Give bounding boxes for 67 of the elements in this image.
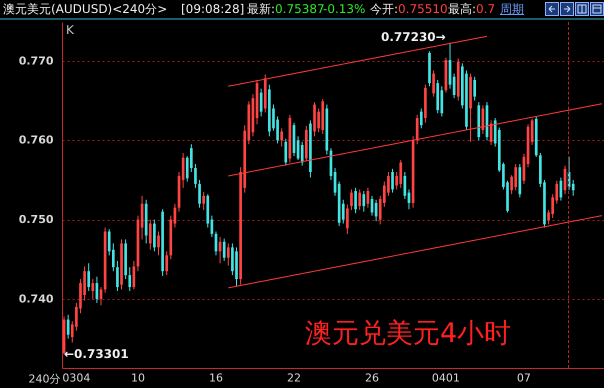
candlestick <box>350 188 353 211</box>
x-axis-title: 240分 <box>28 372 60 386</box>
candlestick <box>87 262 90 292</box>
text: 0.75510 <box>398 2 448 16</box>
candlestick <box>66 314 70 340</box>
candlestick <box>366 187 370 208</box>
candlestick <box>91 278 94 300</box>
text: -0.13% <box>323 2 366 16</box>
candlestick <box>157 231 160 256</box>
candlestick <box>432 70 435 98</box>
annotation: ←0.73301 <box>64 347 129 361</box>
text: 周期 <box>500 2 524 16</box>
candlestick <box>148 219 152 250</box>
candlestick <box>231 242 234 276</box>
x-tick-label: 10 <box>130 372 145 384</box>
candlestick <box>490 120 492 146</box>
candlestick <box>391 168 394 194</box>
annotation: 0.77230→ <box>381 30 446 44</box>
candlestick <box>370 195 374 216</box>
annotation: 澳元兑美元4小时 <box>305 318 512 350</box>
text: 最新: <box>247 2 276 16</box>
y-tick-label: 0.760 <box>18 134 54 147</box>
candlestick <box>128 266 132 292</box>
y-tick-label: 0.770 <box>18 54 54 68</box>
candlestick <box>358 188 362 211</box>
x-tick-label: 0401 <box>432 372 460 384</box>
candlestick <box>100 286 102 306</box>
candlestick <box>222 238 226 262</box>
text: [09:08:28] <box>181 2 244 16</box>
candlestick <box>362 190 366 212</box>
candlestick <box>420 108 423 129</box>
candlestick <box>346 204 349 234</box>
chart-title: 澳元美元(AUDUSD)<240分> <box>3 2 168 16</box>
candlestick <box>440 86 444 117</box>
candlestick <box>514 164 518 191</box>
candlestick <box>226 242 230 266</box>
candlestick <box>214 231 218 256</box>
x-tick-label: 0304 <box>62 372 90 384</box>
candlestick <box>564 165 566 195</box>
candlestick <box>96 276 98 304</box>
candlestick <box>165 250 168 276</box>
x-tick-label: 16 <box>208 372 223 384</box>
text: 0.7 <box>476 2 496 16</box>
candlestick <box>560 177 562 202</box>
candlestick <box>374 199 378 222</box>
candlestick <box>132 260 136 290</box>
candlestick <box>284 138 288 166</box>
text: 0.75387 <box>275 2 325 16</box>
x-tick-label: 22 <box>286 372 301 384</box>
annotation: K <box>66 23 74 37</box>
y-tick-label: 0.740 <box>18 292 54 306</box>
candlestick <box>399 160 402 188</box>
y-tick-label: 0.750 <box>18 213 54 226</box>
text: 今开: <box>370 2 398 16</box>
text: 最高: <box>448 2 476 16</box>
candlestick <box>280 128 284 148</box>
x-tick-label: 07 <box>516 372 531 384</box>
candlestick <box>116 260 119 292</box>
candlestick <box>260 88 262 117</box>
candlestick <box>473 76 476 102</box>
x-tick-label: 26 <box>365 372 380 384</box>
candlestick <box>198 179 201 208</box>
candlestick <box>153 219 156 252</box>
candlestick <box>218 236 222 264</box>
candlestick <box>404 171 406 200</box>
candlestick <box>194 164 197 188</box>
candlestick <box>354 187 357 214</box>
